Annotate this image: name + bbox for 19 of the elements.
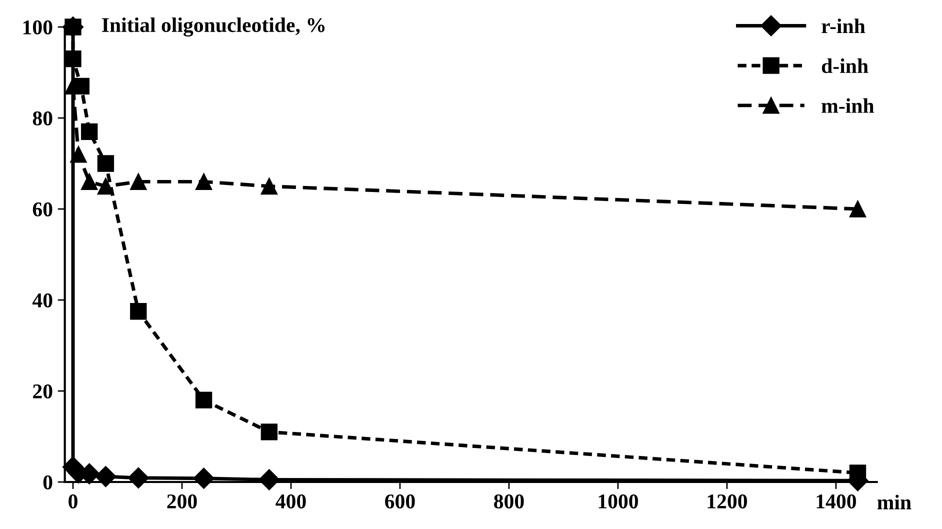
x-tick-label: 600 [385, 494, 415, 508]
legend-label: r-inh [822, 18, 866, 34]
y-tick-label: 60 [32, 202, 52, 216]
x-tick-label: 400 [276, 494, 306, 508]
x-tick-label: 1400 [816, 494, 856, 508]
legend-label: m-inh [822, 98, 874, 113]
y-tick-label: 100 [23, 20, 52, 34]
x-tick-label: 800 [494, 494, 524, 508]
y-axis-title: Initial oligonucleotide, % [102, 17, 325, 37]
y-tick-label: 20 [33, 384, 52, 398]
x-tick-label: 1200 [708, 494, 747, 508]
legend-label: d-inh [822, 58, 868, 74]
x-tick-label: 1000 [598, 494, 638, 508]
y-tick-label: 40 [32, 293, 52, 308]
x-tick-label: 200 [167, 494, 197, 508]
x-tick-label: 0 [68, 494, 78, 508]
x-axis-title: min [877, 494, 912, 510]
y-tick-label: 0 [43, 475, 52, 490]
y-tick-label: 80 [32, 111, 52, 126]
